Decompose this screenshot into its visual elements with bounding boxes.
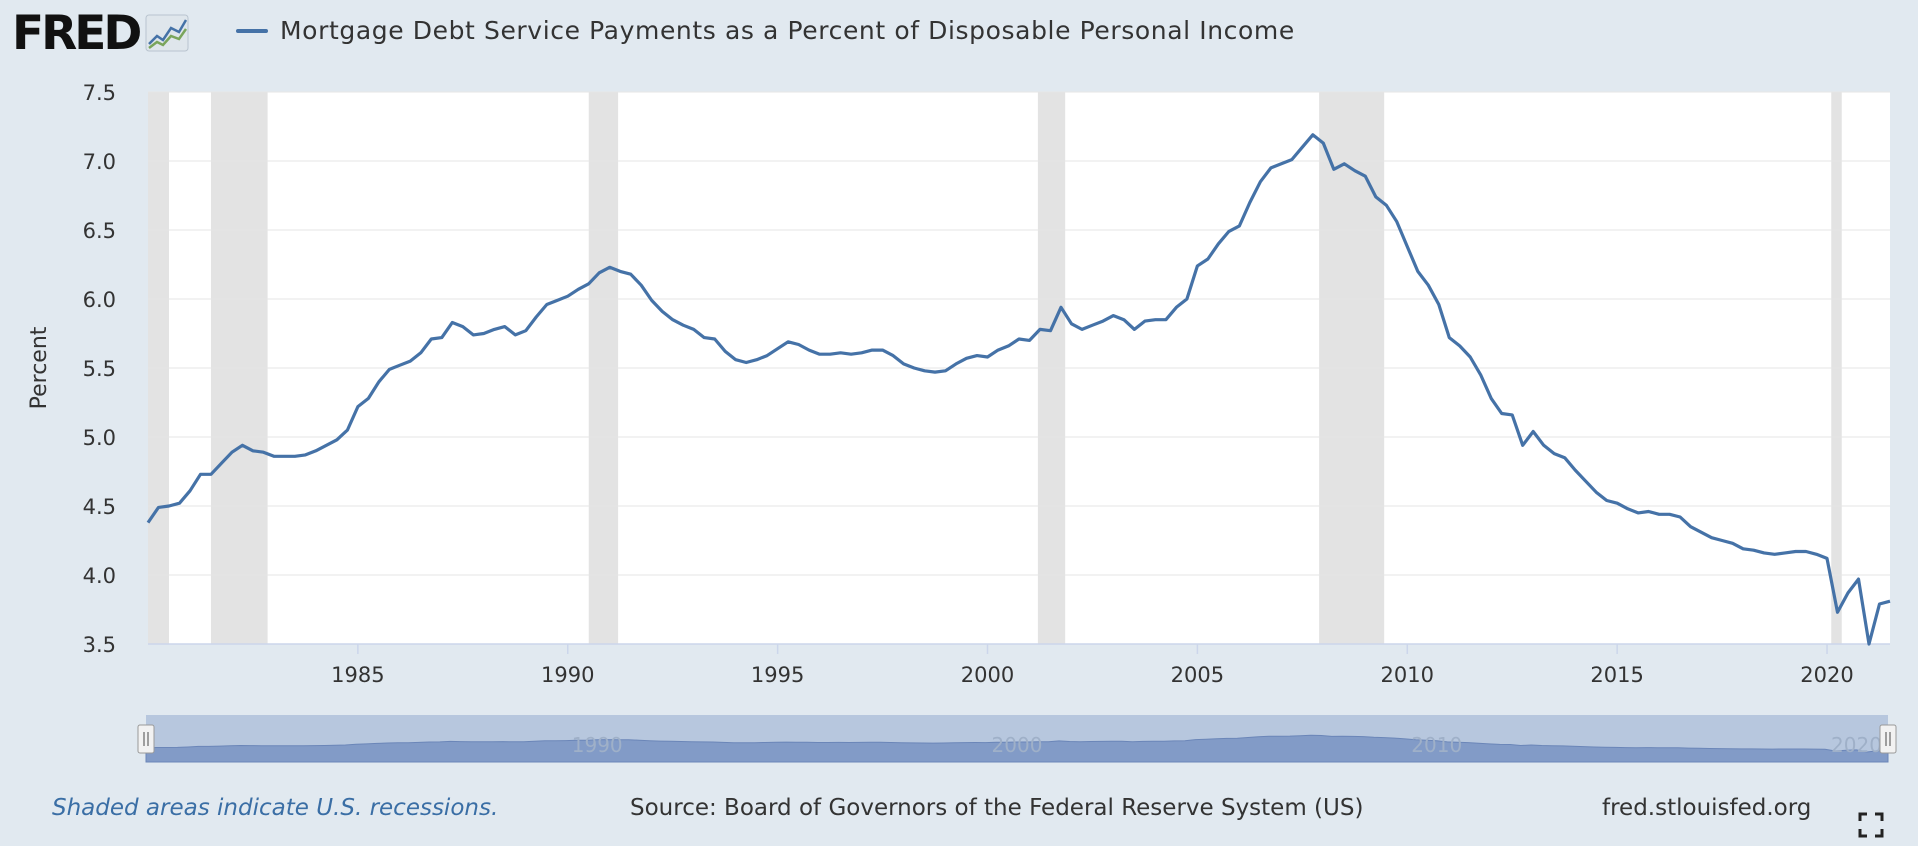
line-graph-icon — [145, 14, 189, 52]
x-axis-ticks: 1985 1990 1995 2000 2005 2010 2015 2020 — [331, 644, 1854, 687]
fullscreen-icon[interactable] — [1858, 812, 1884, 838]
y-tick-label: 6.0 — [83, 288, 116, 312]
source-text: Source: Board of Governors of the Federa… — [630, 795, 1364, 821]
gridlines — [148, 91, 1890, 645]
x-tick-label: 1990 — [541, 663, 594, 687]
navigator-series — [145, 734, 1889, 763]
x-tick-label: 1995 — [751, 663, 804, 687]
x-tick-label: 2015 — [1590, 663, 1643, 687]
y-tick-label: 7.0 — [83, 150, 116, 174]
x-tick-label: 1985 — [331, 663, 384, 687]
fred-logo[interactable]: FRED — [12, 5, 142, 61]
y-tick-label: 4.5 — [83, 495, 116, 519]
x-tick-label: 2020 — [1800, 663, 1853, 687]
header: FRED — [12, 8, 189, 58]
navigator: 1990 2000 2010 2020 — [137, 715, 1897, 763]
navigator-handle-left[interactable] — [137, 724, 155, 754]
y-tick-label: 5.5 — [83, 357, 116, 381]
navigator-handle-right[interactable] — [1879, 724, 1897, 754]
legend: Mortgage Debt Service Payments as a Perc… — [236, 16, 1295, 45]
navigator-tick-label: 2000 — [992, 733, 1043, 757]
y-tick-label: 6.5 — [83, 219, 116, 243]
y-tick-label: 5.0 — [83, 426, 116, 450]
legend-swatch — [236, 28, 268, 33]
series-line-path[interactable] — [146, 133, 1891, 646]
legend-series-label[interactable]: Mortgage Debt Service Payments as a Perc… — [280, 16, 1295, 45]
x-tick-label: 2005 — [1171, 663, 1224, 687]
y-tick-label: 3.5 — [83, 633, 116, 657]
site-url[interactable]: fred.stlouisfed.org — [1602, 795, 1812, 821]
navigator-tick-label: 2010 — [1411, 733, 1462, 757]
y-tick-label: 4.0 — [83, 564, 116, 588]
navigator-tick-label: 2020 — [1831, 733, 1882, 757]
y-tick-label: 7.5 — [83, 81, 116, 105]
x-tick-label: 2000 — [961, 663, 1014, 687]
y-axis-ticks: 3.5 4.0 4.5 5.0 5.5 6.0 6.5 7.0 7.5 — [83, 81, 116, 657]
x-tick-label: 2010 — [1381, 663, 1434, 687]
navigator-tick-label: 1990 — [572, 733, 623, 757]
series-line — [146, 133, 1891, 646]
y-axis-label: Percent — [27, 326, 52, 409]
recession-note: Shaded areas indicate U.S. recessions. — [52, 795, 499, 821]
